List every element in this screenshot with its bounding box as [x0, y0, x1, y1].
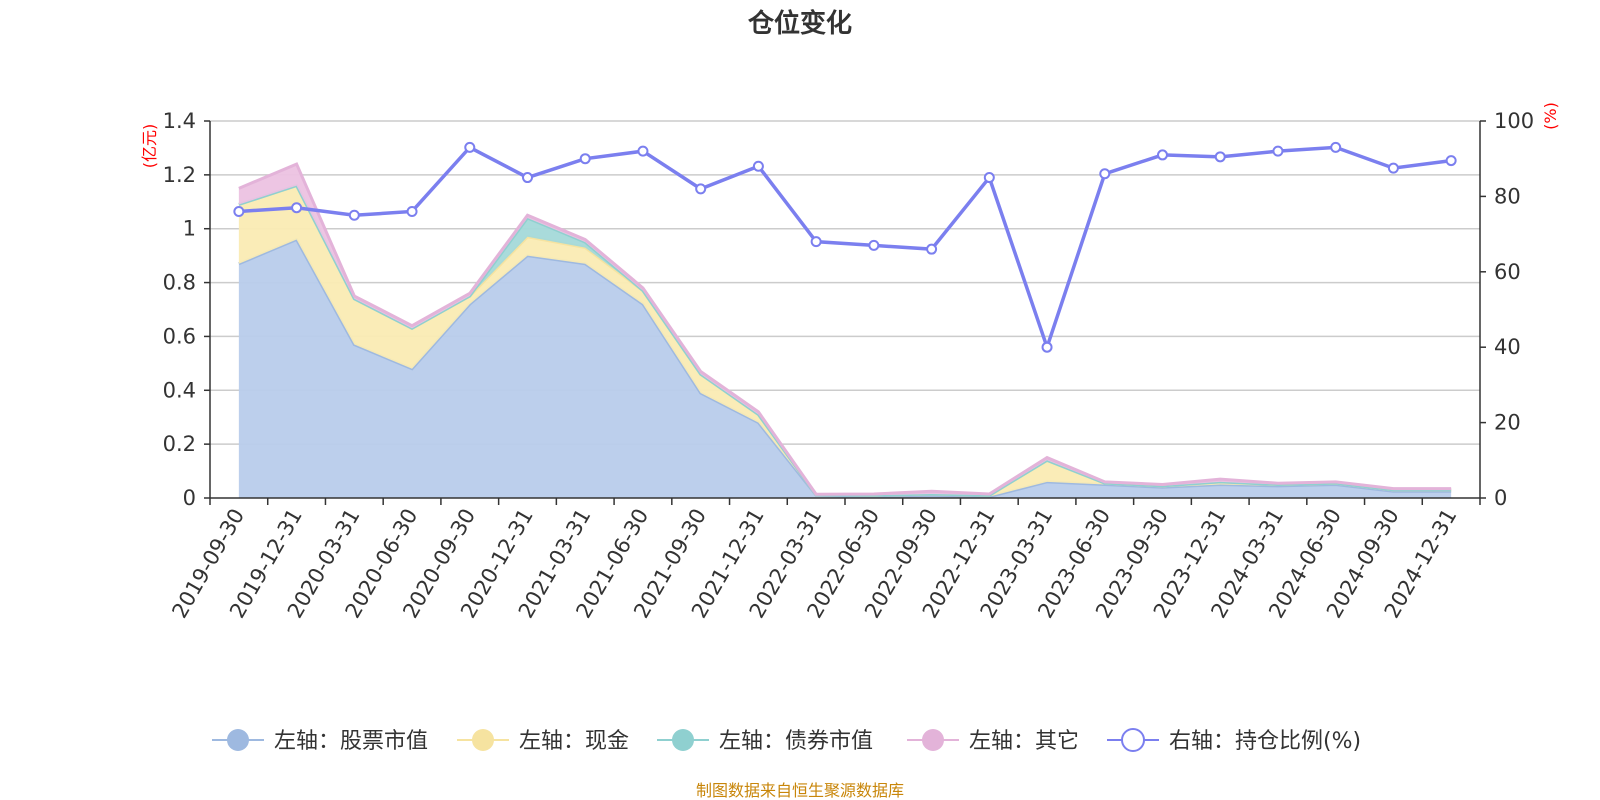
legend-item-2[interactable]: 左轴：债券市值 — [657, 729, 873, 754]
ratio-line — [238, 145, 1452, 353]
ratio-point — [1330, 141, 1342, 153]
left-tick-label: 0.6 — [163, 324, 196, 348]
ratio-point — [983, 172, 995, 184]
right-tick-label: 80 — [1494, 184, 1521, 208]
left-tick-label: 0.8 — [163, 271, 196, 295]
legend-item-4[interactable]: 右轴：持仓比例(%) — [1107, 728, 1361, 754]
right-tick-label: 20 — [1494, 411, 1521, 435]
right-tick-label: 100 — [1494, 109, 1534, 133]
right-tick-label: 0 — [1494, 486, 1507, 510]
ratio-point — [1157, 149, 1168, 161]
legend-item-3[interactable]: 左轴：其它 — [907, 729, 1079, 754]
ratio-point — [1272, 145, 1284, 157]
ratio-point — [464, 141, 476, 153]
ratio-point — [637, 145, 649, 157]
ratio-point — [1445, 155, 1457, 167]
legend-label: 左轴：股票市值 — [274, 729, 428, 754]
legend-marker — [227, 729, 249, 751]
left-tick-label: 1 — [183, 217, 196, 241]
ratio-point — [291, 202, 303, 214]
left-tick-label: 1.2 — [163, 163, 196, 187]
legend-marker — [1121, 728, 1145, 752]
ratio-point — [522, 172, 533, 184]
chart-title: 仓位变化 — [747, 8, 852, 39]
right-axis-unit: (%) — [1541, 102, 1560, 130]
left-tick-label: 0.4 — [163, 378, 196, 402]
area-0 — [238, 239, 1452, 498]
ratio-point — [348, 209, 360, 221]
legend-item-1[interactable]: 左轴：现金 — [457, 729, 629, 754]
legend-item-0[interactable]: 左轴：股票市值 — [212, 729, 428, 754]
legend-label: 左轴：其它 — [969, 729, 1079, 754]
legend-label: 左轴：债券市值 — [719, 729, 873, 754]
right-tick-label: 40 — [1494, 335, 1521, 359]
ratio-point — [752, 160, 764, 172]
legend-marker — [672, 729, 694, 751]
ratio-point — [406, 205, 418, 217]
left-tick-label: 0 — [183, 486, 196, 510]
left-axis-unit: (亿元) — [140, 124, 159, 169]
legend-marker — [922, 729, 944, 751]
line-layer — [233, 141, 1457, 353]
ratio-point — [579, 153, 591, 165]
ratio-point — [1099, 168, 1111, 180]
legend-label: 右轴：持仓比例(%) — [1169, 729, 1361, 754]
ratio-point — [810, 236, 822, 248]
ratio-point — [1041, 341, 1053, 353]
ratio-point — [868, 239, 880, 251]
ratio-point — [1387, 162, 1399, 174]
legend[interactable]: 左轴：股票市值 左轴：现金 左轴：债券市值 左轴：其它 右轴：持仓比例(%) — [212, 728, 1361, 754]
ratio-point — [233, 205, 245, 217]
left-tick-label: 0.2 — [163, 432, 196, 456]
ratio-point — [695, 183, 707, 195]
legend-marker — [472, 729, 494, 751]
legend-label: 左轴：现金 — [519, 729, 629, 754]
data-source-note: 制图数据来自恒生聚源数据库 — [696, 781, 904, 800]
area-line-3 — [238, 162, 1452, 496]
area-layer — [238, 162, 1452, 499]
ratio-point — [1214, 151, 1226, 163]
ratio-point — [926, 243, 938, 255]
right-tick-label: 60 — [1494, 260, 1521, 284]
left-tick-label: 1.4 — [163, 109, 196, 133]
